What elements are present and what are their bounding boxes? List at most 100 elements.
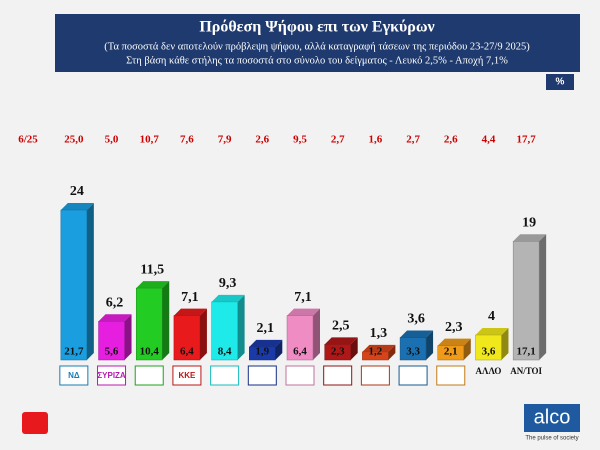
previous-value-label: 5,0 [105,134,119,146]
bar-side [350,337,358,360]
bar [249,346,276,361]
bar [173,315,201,361]
previous-value-label: 25,0 [64,134,84,146]
bar-side [463,338,471,360]
inside-label: 21,7 [64,346,84,358]
previous-value-label: 7,6 [180,134,194,146]
party-logo [134,365,164,386]
previous-value-label: 7,9 [218,134,232,146]
value-label: 11,5 [140,262,164,277]
previous-value-label: 1,6 [369,134,383,146]
inside-label: 6,4 [180,346,194,358]
category-label: ΚΚΕ [178,371,196,380]
bar [98,321,125,361]
bar-top [249,339,283,347]
bar-top [287,308,320,316]
inside-label: 2,1 [444,346,458,358]
inside-label: 5,6 [105,346,119,358]
party-logo [97,365,127,386]
bar-top [173,308,207,316]
value-label: 9,3 [219,276,237,291]
bar [475,334,502,361]
category-label: ΑΛΛΟ [476,366,502,376]
party-logo [59,365,89,386]
value-label: 7,1 [181,290,199,305]
value-label: 2,5 [332,319,350,334]
bar-top [437,338,471,346]
bar-side [388,344,396,360]
category-label: ΝΔ [68,371,80,380]
tagline: The pulse of society [525,436,578,442]
chart-note: Στη βάση κάθε στήλης τα ποσοστά στο σύνο… [126,55,508,66]
unit-box [546,74,574,90]
value-label: 4 [488,309,495,324]
party-logo [436,365,466,386]
inside-label: 2,3 [331,346,345,358]
value-label: 3,6 [407,312,425,327]
header-band [55,14,580,72]
value-label: 24 [70,184,84,199]
party-logo [172,365,202,386]
inside-label: 3,3 [406,346,420,358]
party-logo [360,365,390,386]
previous-value-label: 2,7 [406,134,420,146]
bar-top [98,314,132,322]
previous-value-label: 9,5 [293,134,307,146]
value-label: 19 [522,215,536,230]
bar [286,315,314,361]
inside-label: 10,4 [140,346,160,358]
bar [324,344,351,361]
bar-side [539,234,547,360]
party-logo [210,365,240,386]
chart-subtitle: (Τα ποσοστά δεν αποτελούν πρόβλεψη ψήφου… [104,41,530,52]
bar-top [362,344,396,352]
bar-side [426,330,434,360]
bar-side [199,308,207,360]
party-logo [247,365,277,386]
bar [437,345,465,361]
category-label: ΑΝ/ΤΟΙ [510,366,542,376]
bar [211,301,238,361]
bar [399,337,427,361]
inside-label: 1,2 [369,346,383,358]
bar-top [211,294,245,302]
inside-label: 6,4 [293,346,307,358]
bar-side [275,339,283,360]
inside-label: 3,6 [482,346,496,358]
previous-value-label: 2,6 [255,134,269,146]
bar-top [60,203,94,210]
value-label: 1,3 [370,326,388,341]
previous-value-label: 17,7 [517,134,537,146]
bar-side [501,328,509,360]
unit-label: % [556,77,565,88]
bar-side [162,281,170,360]
inside-label: 8,4 [218,346,232,358]
value-label: 6,2 [106,295,124,310]
bar [362,351,389,361]
party-logo [398,365,428,386]
value-label: 2,3 [445,320,463,335]
previous-value-label: 4,4 [482,134,496,146]
inside-label: 1,9 [255,346,269,358]
party-logo [285,365,315,386]
chart-title: Πρόθεση Ψήφου επι των Εγκύρων [199,19,434,36]
bar-top [475,328,509,335]
bar [512,241,540,361]
bar-side [86,203,94,360]
previous-value-label: 10,7 [140,134,160,146]
bar-top [400,330,434,338]
bar-top [136,281,170,289]
bar-top [513,234,547,242]
bar [60,209,88,361]
left-logo [22,412,48,434]
brand: alco [534,406,571,428]
bar [135,287,163,361]
party-logo [323,365,353,386]
value-label: 2,1 [257,321,275,336]
previous-value-label: 2,7 [331,134,345,146]
previous-label: 6/25 [18,134,38,146]
category-label: ΣΥΡΙΖΑ [97,371,126,380]
inside-label: 17,1 [517,346,536,358]
bar-side [124,314,132,360]
brand-box [524,404,580,432]
